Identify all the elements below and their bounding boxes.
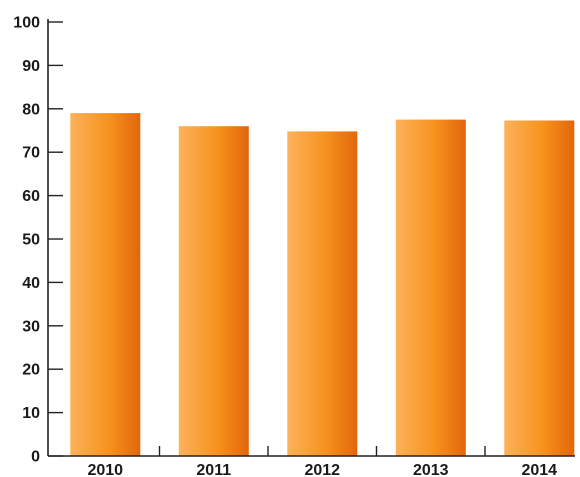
bar-2012 — [287, 131, 358, 456]
x-tick-label-2013: 2013 — [413, 462, 449, 477]
y-tick-label-30: 30 — [22, 318, 40, 335]
y-tick-label-80: 80 — [22, 101, 40, 118]
y-tick-label-20: 20 — [22, 362, 40, 379]
axes-group — [47, 19, 575, 457]
y-tick-label-0: 0 — [31, 449, 40, 466]
y-tick-label-40: 40 — [22, 275, 40, 292]
y-tick-label-90: 90 — [22, 58, 40, 75]
bar-2010 — [70, 113, 141, 456]
bar-2014 — [504, 120, 575, 456]
x-tick-label-2014: 2014 — [521, 462, 557, 477]
y-tick-label-100: 100 — [13, 15, 40, 32]
bars-group — [70, 113, 575, 456]
bar-2013 — [395, 119, 466, 456]
labels-group: 0 10 20 30 40 50 60 70 80 90 100 2010 2011 2012 2013 20… — [13, 15, 557, 477]
x-tick-label-2012: 2012 — [304, 462, 340, 477]
x-tick-label-2010: 2010 — [87, 462, 123, 477]
y-tick-label-10: 10 — [22, 405, 40, 422]
y-tick-label-50: 50 — [22, 232, 40, 249]
x-tick-label-2011: 2011 — [196, 462, 231, 477]
y-tick-label-60: 60 — [22, 188, 40, 205]
bar-2011 — [178, 126, 249, 456]
y-tick-label-70: 70 — [22, 145, 40, 162]
